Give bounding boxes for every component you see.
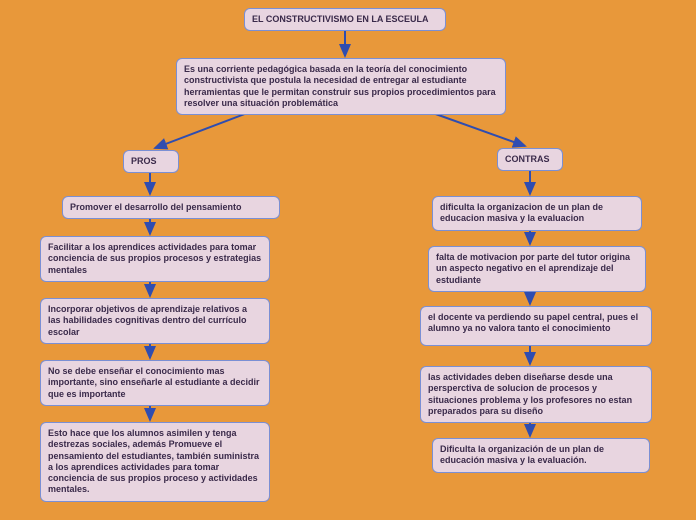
edge-def-contras xyxy=(430,112,525,146)
node-p5: Esto hace que los alumnos asimilen y ten… xyxy=(40,422,270,502)
node-p2: Facilitar a los aprendices actividades p… xyxy=(40,236,270,282)
node-p1: Promover el desarrollo del pensamiento xyxy=(62,196,280,219)
node-c2: falta de motivacion por parte del tutor … xyxy=(428,246,646,292)
node-p4: No se debe enseñar el conocimiento mas i… xyxy=(40,360,270,406)
node-contras: CONTRAS xyxy=(497,148,563,171)
node-def: Es una corriente pedagógica basada en la… xyxy=(176,58,506,115)
node-c3: el docente va perdiendo su papel central… xyxy=(420,306,652,346)
edge-def-pros xyxy=(155,112,250,148)
node-p3: Incorporar objetivos de aprendizaje rela… xyxy=(40,298,270,344)
node-c1: dificulta la organizacion de un plan de … xyxy=(432,196,642,231)
node-root: EL CONSTRUCTIVISMO EN LA ESCEULA xyxy=(244,8,446,31)
node-pros: PROS xyxy=(123,150,179,173)
node-c5: Dificulta la organización de un plan de … xyxy=(432,438,650,473)
node-c4: las actividades deben diseñarse desde un… xyxy=(420,366,652,423)
